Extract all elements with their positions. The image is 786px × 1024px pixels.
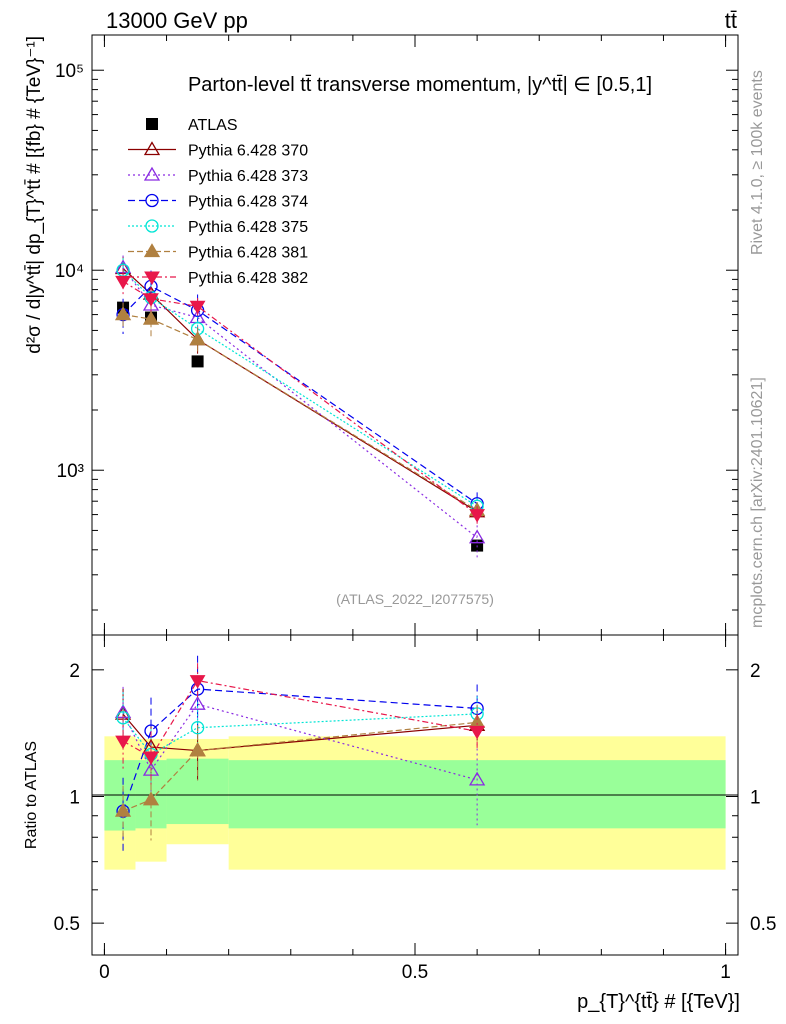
legend-marker: [146, 118, 158, 130]
y-tick-label: 10⁵: [55, 61, 84, 82]
ratio-tick-label-right: 1: [750, 787, 761, 808]
legend-label: Pythia 6.428 373: [188, 168, 308, 185]
legend-item-4: Pythia 6.428 375: [128, 219, 308, 236]
x-tick-label: 1: [720, 962, 731, 983]
ratio-line-3: [122, 688, 478, 812]
series-1: [114, 256, 486, 781]
y-tick-label: 10³: [57, 461, 84, 482]
legend: ATLAS Pythia 6.428 370 Pythia 6.428 373 Pyt…: [128, 117, 308, 287]
data-point: [143, 293, 159, 307]
data-point: [189, 331, 206, 346]
ratio-point: [116, 711, 130, 725]
legend-item-6: Pythia 6.428 382: [128, 270, 308, 287]
data-point: [468, 529, 486, 544]
ratio-point: [468, 771, 486, 786]
legend-marker: [143, 243, 161, 258]
legend-label: ATLAS: [188, 117, 238, 134]
series-line-5: [122, 313, 478, 511]
ratio-line-6: [122, 679, 478, 758]
data-point: [191, 355, 204, 368]
data-point: [114, 306, 132, 321]
x-tick-label: 0.5: [402, 962, 428, 983]
ratio-point: [190, 721, 205, 735]
series-layer: [114, 255, 486, 852]
legend-item-0: ATLAS: [146, 117, 238, 134]
ratio-point: [189, 675, 206, 689]
legend-item-2: Pythia 6.428 373: [128, 166, 308, 185]
x-axis-label: p_{T}^{tt̄} # [{TeV}]: [577, 991, 740, 1013]
series-6: [115, 269, 485, 787]
legend-marker: [144, 271, 160, 285]
data-point: [189, 300, 206, 315]
y-axis-label: d²σ / d|y^tt̄| dp_{T}^tt̄ # [{fb} # {TeV…: [24, 36, 45, 354]
ratio-line-4: [122, 713, 478, 756]
ratio-tick-label-right: 2: [750, 661, 761, 682]
legend-label: Pythia 6.428 374: [188, 194, 308, 211]
series-line-4: [122, 269, 478, 507]
mcplots-label: mcplots.cern.ch [arXiv:2401.10621]: [749, 377, 766, 628]
ratio-point: [143, 751, 159, 765]
data-point: [469, 509, 485, 523]
ratio-tick-label-left: 1: [69, 787, 80, 808]
legend-label: Pythia 6.428 382: [188, 270, 308, 287]
legend-item-5: Pythia 6.428 381: [128, 243, 308, 262]
ratio-tick-label-left: 0.5: [54, 914, 80, 935]
ratio-tick-label-right: 0.5: [750, 914, 776, 935]
legend-marker: [143, 166, 161, 181]
legend-marker: [145, 219, 159, 233]
y-tick-label: 10⁴: [55, 261, 84, 282]
legend-item-1: Pythia 6.428 370: [128, 141, 308, 160]
analysis-label: (ATLAS_2022_I2077575): [336, 591, 494, 607]
rivet-label: Rivet 4.1.0, ≥ 100k events: [749, 70, 766, 255]
ratio-tick-label-left: 2: [69, 661, 80, 682]
legend-marker: [145, 193, 159, 208]
ratio-point: [189, 695, 206, 710]
plot-title: Parton-level tt̄ transverse momentum, |y…: [188, 74, 652, 96]
legend-item-3: Pythia 6.428 374: [128, 194, 308, 211]
legend-marker: [143, 141, 161, 156]
data-point: [115, 275, 131, 290]
axis-ticks: 0 0.5 1 10³ 10⁴ 10⁵ 0.5 0.5 1 1 2 2: [54, 35, 776, 983]
ratio-point: [189, 742, 206, 757]
series-line-1: [122, 268, 478, 513]
legend-label: Pythia 6.428 375: [188, 219, 308, 236]
ratio-point: [114, 802, 132, 817]
ratio-line-5: [122, 721, 478, 812]
ratio-point: [115, 735, 131, 750]
x-tick-label: 0: [99, 962, 110, 983]
series-line-2: [122, 267, 478, 539]
series-line-6: [122, 280, 478, 516]
ratio-bands: [104, 736, 726, 870]
ratio-point: [142, 791, 160, 806]
legend-label: Pythia 6.428 381: [188, 245, 308, 262]
data-point: [142, 310, 160, 325]
header-left: 13000 GeV pp: [106, 8, 248, 33]
header-right: tt̄: [725, 8, 737, 33]
ratio-y-axis-label: Ratio to ATLAS: [23, 741, 40, 849]
ratio-line-1: [122, 713, 478, 752]
series-0: [117, 301, 484, 552]
ratio-point: [469, 725, 485, 740]
legend-label: Pythia 6.428 370: [188, 143, 308, 160]
